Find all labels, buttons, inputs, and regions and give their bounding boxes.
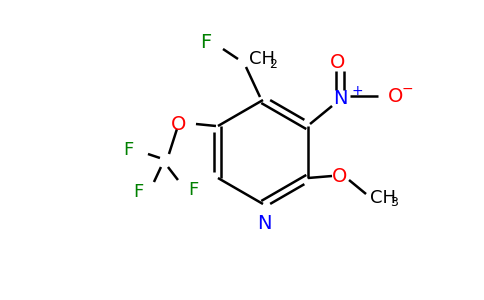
Text: F: F [124,141,134,159]
Text: CH: CH [370,189,396,207]
Text: +: + [351,84,363,98]
Text: O: O [388,86,403,106]
Text: CH: CH [249,50,275,68]
Text: 2: 2 [269,58,277,71]
Text: O: O [331,53,346,73]
Text: N: N [333,88,348,107]
Text: F: F [188,181,198,199]
Text: O: O [333,167,348,185]
Text: O: O [170,115,186,134]
Text: F: F [134,183,144,201]
Text: N: N [257,214,271,233]
Text: F: F [200,32,211,52]
Text: 3: 3 [390,196,398,208]
Text: −: − [401,82,413,96]
